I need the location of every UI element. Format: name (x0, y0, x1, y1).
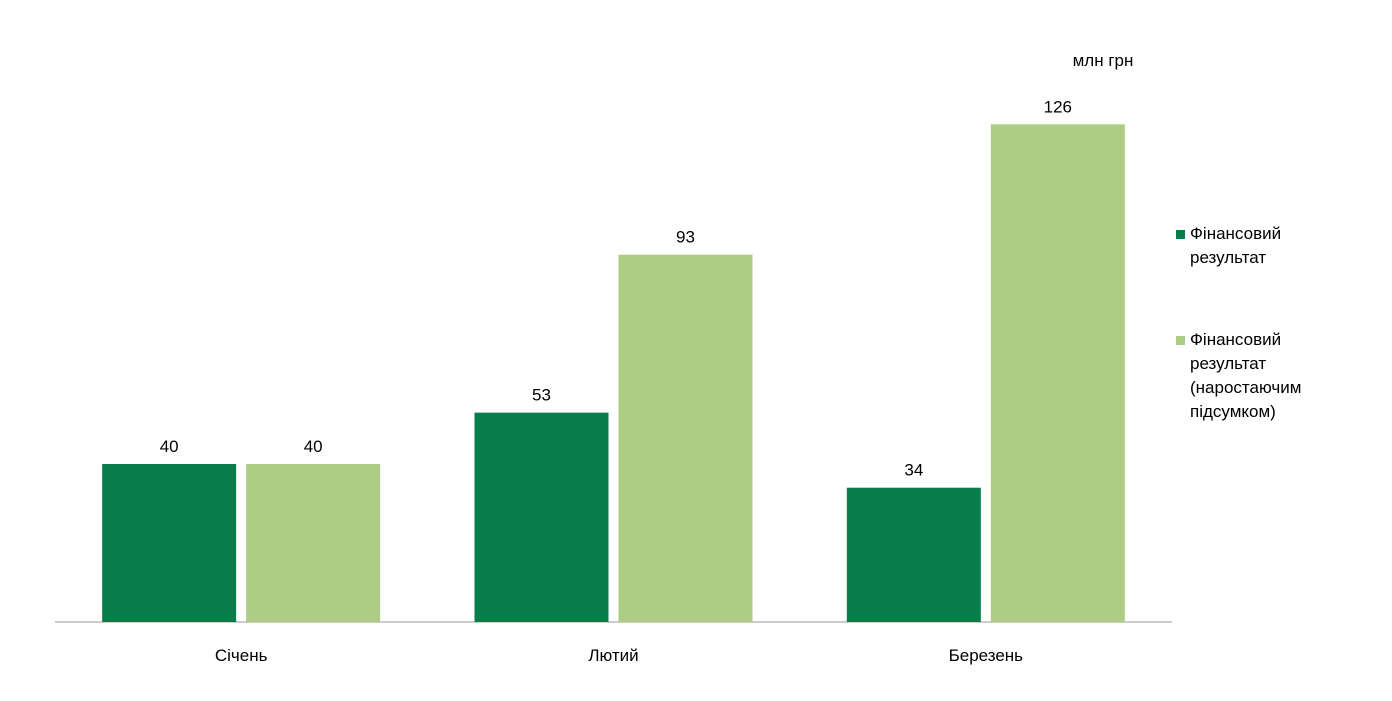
unit-label: млн грн (1073, 51, 1134, 70)
legend-item: Фінансовий результат (наростаючим підсум… (1176, 328, 1326, 424)
bar (846, 487, 981, 622)
legend-item: Фінансовий результат (1176, 222, 1326, 270)
value-label: 93 (676, 228, 695, 247)
value-label: 34 (904, 461, 923, 480)
legend-swatch (1176, 230, 1185, 239)
value-label: 40 (304, 437, 323, 456)
legend-swatch (1176, 336, 1185, 345)
bar (990, 124, 1125, 623)
legend-label: Фінансовий результат (1190, 224, 1282, 267)
x-tick-label: Лютий (588, 646, 638, 665)
bar (618, 254, 753, 622)
bar (102, 464, 237, 622)
x-tick-label: Січень (215, 646, 268, 665)
value-label: 53 (532, 386, 551, 405)
bar (246, 464, 381, 622)
legend-label: Фінансовий результат (наростаючим підсум… (1190, 330, 1302, 421)
x-tick-label: Березень (949, 646, 1024, 665)
value-label: 126 (1044, 97, 1072, 116)
value-label: 40 (160, 437, 179, 456)
bar (474, 412, 609, 622)
